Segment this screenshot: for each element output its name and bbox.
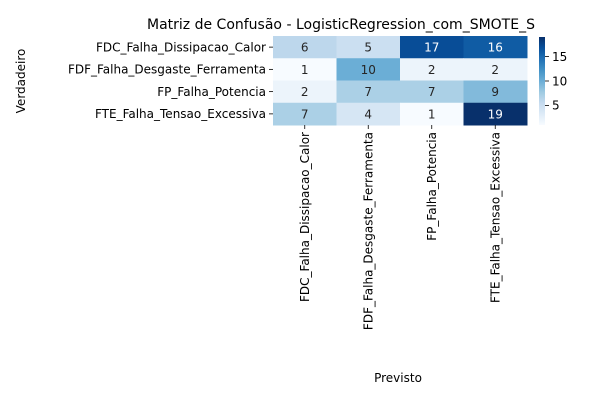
- chart-title: Matriz de Confusão - LogisticRegression_…: [147, 17, 535, 33]
- x-axis-ticks: FDC_Falha_Dissipacao_Calor FDF_Falha_Desg…: [298, 125, 503, 330]
- heatmap-cell: [273, 80, 337, 104]
- cell-value-label: 7: [301, 107, 309, 121]
- colorbar-tick-label: 15: [552, 50, 567, 64]
- heatmap-cell: [273, 102, 337, 126]
- cell-value-label: 5: [364, 41, 372, 55]
- heatmap-cell: [400, 36, 464, 59]
- cell-value-label: 2: [428, 63, 436, 77]
- heatmap-cell: [463, 80, 528, 104]
- colorbar-tick-label: 10: [552, 74, 567, 88]
- cell-value-label: 9: [491, 85, 499, 99]
- y-tick-label: FDF_Falha_Desgaste_Ferramenta: [68, 63, 266, 77]
- cell-value-label: 16: [488, 41, 503, 55]
- cell-value-label: 2: [491, 63, 499, 77]
- cell-value-label: 19: [488, 107, 503, 121]
- x-tick-label: FP_Falha_Potencia: [425, 132, 439, 241]
- colorbar-ticks: 5 10 15: [545, 50, 567, 113]
- cell-value-label: 1: [428, 107, 436, 121]
- heatmap-cell: [400, 102, 464, 126]
- heatmap-cell: [463, 36, 528, 59]
- heatmap-cell: [273, 36, 337, 59]
- heatmap-cell: [336, 36, 401, 59]
- cell-value-label: 1: [301, 63, 309, 77]
- heatmap-cell: [400, 80, 464, 104]
- heatmap-cell: [336, 58, 401, 81]
- x-tick-label: FDC_Falha_Dissipacao_Calor: [298, 132, 312, 302]
- x-axis-label: Previsto: [374, 371, 422, 385]
- heatmap-cell: [463, 102, 528, 126]
- cell-value-label: 10: [361, 63, 376, 77]
- heatmap-cell: [463, 58, 528, 81]
- y-tick-label: FTE_Falha_Tensao_Excessiva: [95, 107, 266, 121]
- cell-value-label: 4: [364, 107, 372, 121]
- cell-value-label: 17: [424, 41, 439, 55]
- heatmap-cell: [336, 80, 401, 104]
- colorbar: [539, 37, 545, 125]
- cell-value-label: 2: [301, 85, 309, 99]
- y-axis-ticks: FDC_Falha_Dissipacao_Calor FDF_Falha_Desg…: [68, 40, 273, 121]
- x-tick-label: FTE_Falha_Tensao_Excessiva: [489, 132, 503, 303]
- heatmap-cell: [336, 102, 401, 126]
- cell-value-label: 6: [301, 41, 309, 55]
- heatmap-cell: [273, 58, 337, 81]
- y-axis-label: Verdadeiro: [14, 49, 28, 114]
- cell-value-labels: 6 5 17 16 1 10 2 2 2 7 7 9 7 4 1 19: [301, 41, 503, 122]
- cell-value-label: 7: [364, 85, 372, 99]
- y-tick-label: FDC_Falha_Dissipacao_Calor: [96, 40, 266, 54]
- heatmap-cells: [273, 36, 528, 126]
- colorbar-tick-label: 5: [552, 99, 560, 113]
- cell-value-label: 7: [428, 85, 436, 99]
- x-tick-label: FDF_Falha_Desgaste_Ferramenta: [362, 132, 376, 330]
- heatmap-cell: [400, 58, 464, 81]
- y-tick-label: FP_Falha_Potencia: [157, 85, 266, 99]
